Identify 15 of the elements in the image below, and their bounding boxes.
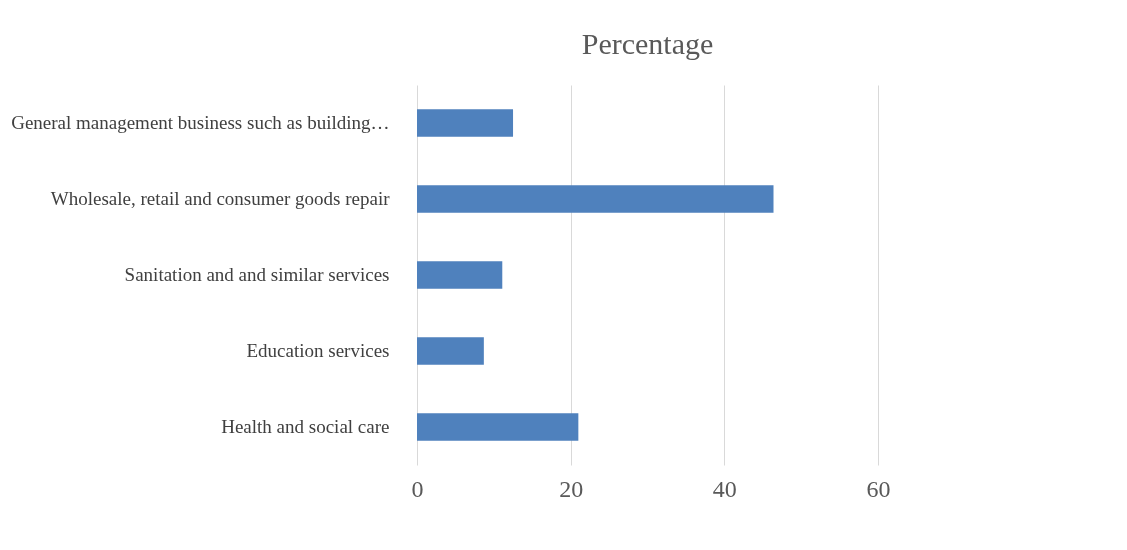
bar [417,337,484,365]
y-tick-label: Education services [246,340,390,361]
x-tick-label: 60 [866,475,891,502]
chart-title: Percentage [581,27,714,60]
bar [417,413,579,441]
y-tick-label: Wholesale, retail and consumer goods repair [50,188,391,209]
y-tick-label: Sanitation and and similar services [124,264,390,285]
x-tick-label: 0 [411,475,424,502]
bar [417,261,503,289]
x-tick-label: 40 [712,475,737,502]
bar [417,185,774,213]
x-tick-label: 20 [559,475,584,502]
bar [417,109,514,137]
y-tick-label: Health and social care [221,416,390,437]
y-tick-label: General management business such as building… [11,112,390,133]
